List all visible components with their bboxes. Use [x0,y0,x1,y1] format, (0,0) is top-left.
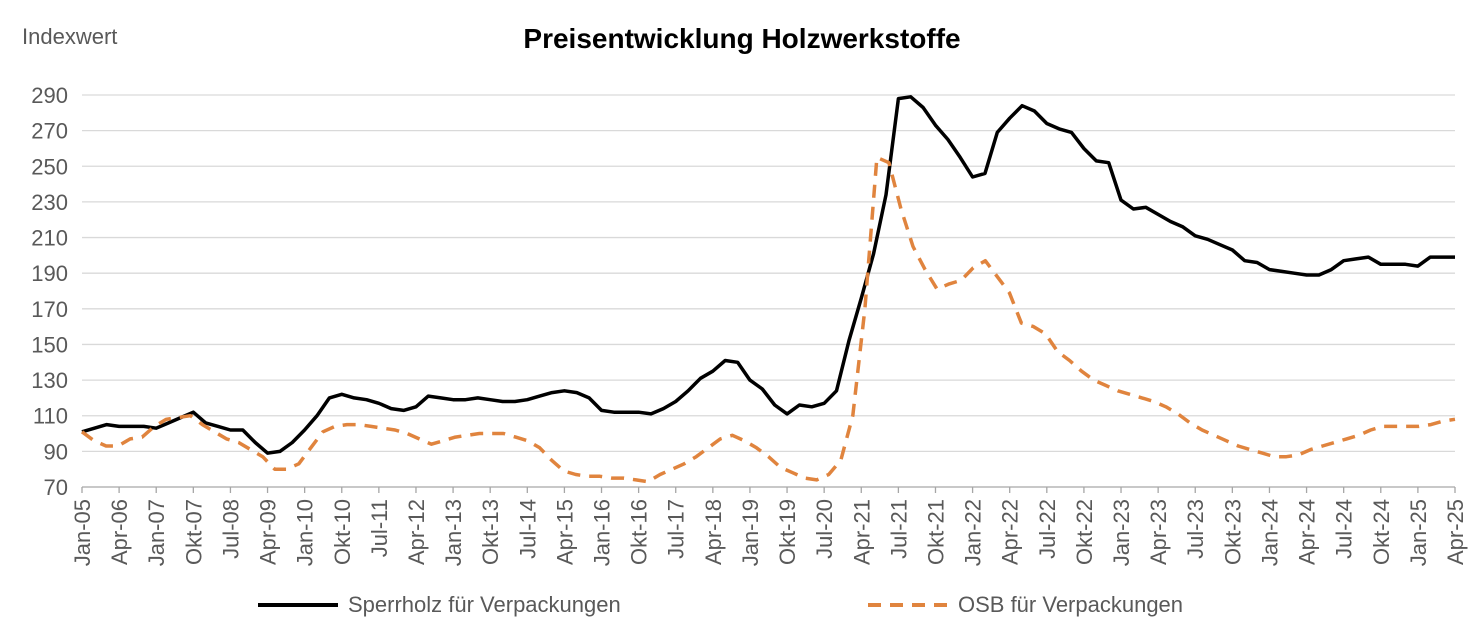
x-tick-label: Jan-19 [738,499,763,566]
y-tick-label: 110 [33,404,68,429]
x-tick-label: Jan-24 [1257,499,1282,566]
series-lines [80,95,1456,484]
x-tick-label: Jan-16 [590,499,615,566]
x-tick-label: Okt-19 [775,499,800,565]
y-tick-label: 90 [44,439,68,464]
y-tick-label: 250 [31,154,68,179]
x-tick-label: Jul-14 [515,499,540,559]
x-tick-label: Jul-23 [1183,499,1208,559]
x-tick-label: Jul-21 [886,499,911,559]
x-tick-label: Okt-10 [330,499,355,565]
series-line-sperrholz [81,95,1455,455]
x-tick-label: Jul-11 [367,499,392,557]
x-tick-label: Apr-12 [404,499,429,565]
x-tick-label: Jul-08 [218,499,243,559]
x-tick-label: Jul-22 [1035,499,1060,559]
x-tick-label: Apr-23 [1146,499,1171,565]
y-axis-ticks: 70 90 110 130 150 170 190 210 230 250 270 290 [31,83,68,500]
chart-title: Preisentwicklung Holzwerkstoffe [523,23,960,54]
y-tick-label: 210 [31,226,68,251]
x-tick-label: Apr-21 [849,499,874,565]
y-tick-label: 70 [44,475,68,500]
x-tick-label: Jan-10 [293,499,318,566]
legend: Sperrholz für Verpackungen OSB für Verpa… [258,592,1183,617]
y-axis-label: Indexwert [22,24,117,49]
y-tick-label: 190 [31,261,68,286]
x-tick-label: Jan-13 [441,499,466,566]
series-line-osb [80,155,1456,484]
x-tick-label: Apr-22 [998,499,1023,565]
x-tick-label: Jul-24 [1332,499,1357,559]
x-tick-label: Jul-17 [664,499,689,559]
y-tick-label: 230 [31,190,68,215]
x-tick-label: Jan-23 [1109,499,1134,566]
legend-label-sperrholz: Sperrholz für Verpackungen [348,592,621,617]
x-axis-ticks: Jan-05 Apr-06 Jan-07 Okt-07 Jul-08 Apr-09 Jan-… [70,487,1468,566]
x-tick-label: Okt-21 [923,499,948,565]
x-tick-label: Okt-13 [478,499,503,565]
x-tick-label: Okt-16 [627,499,652,565]
x-tick-label: Okt-22 [1072,499,1097,565]
x-tick-label: Okt-23 [1220,499,1245,565]
x-tick-label: Apr-25 [1443,499,1468,565]
y-tick-label: 150 [31,332,68,357]
grid-lines [82,94,1455,488]
x-tick-label: Jan-05 [70,499,95,566]
y-tick-label: 170 [31,297,68,322]
x-tick-label: Apr-09 [256,499,281,565]
x-tick-label: Jul-20 [812,499,837,559]
x-tick-label: Jan-22 [961,499,986,566]
x-tick-label: Apr-24 [1295,499,1320,565]
x-tick-label: Okt-07 [181,499,206,565]
x-tick-label: Apr-06 [107,499,132,565]
x-tick-label: Okt-24 [1369,499,1394,565]
x-tick-label: Jan-07 [144,499,169,566]
x-tick-label: Jan-25 [1406,499,1431,566]
y-tick-label: 290 [31,83,68,108]
y-tick-label: 270 [31,119,68,144]
legend-label-osb: OSB für Verpackungen [958,592,1183,617]
y-tick-label: 130 [31,368,68,393]
x-tick-label: Apr-18 [701,499,726,565]
x-tick-label: Apr-15 [552,499,577,565]
